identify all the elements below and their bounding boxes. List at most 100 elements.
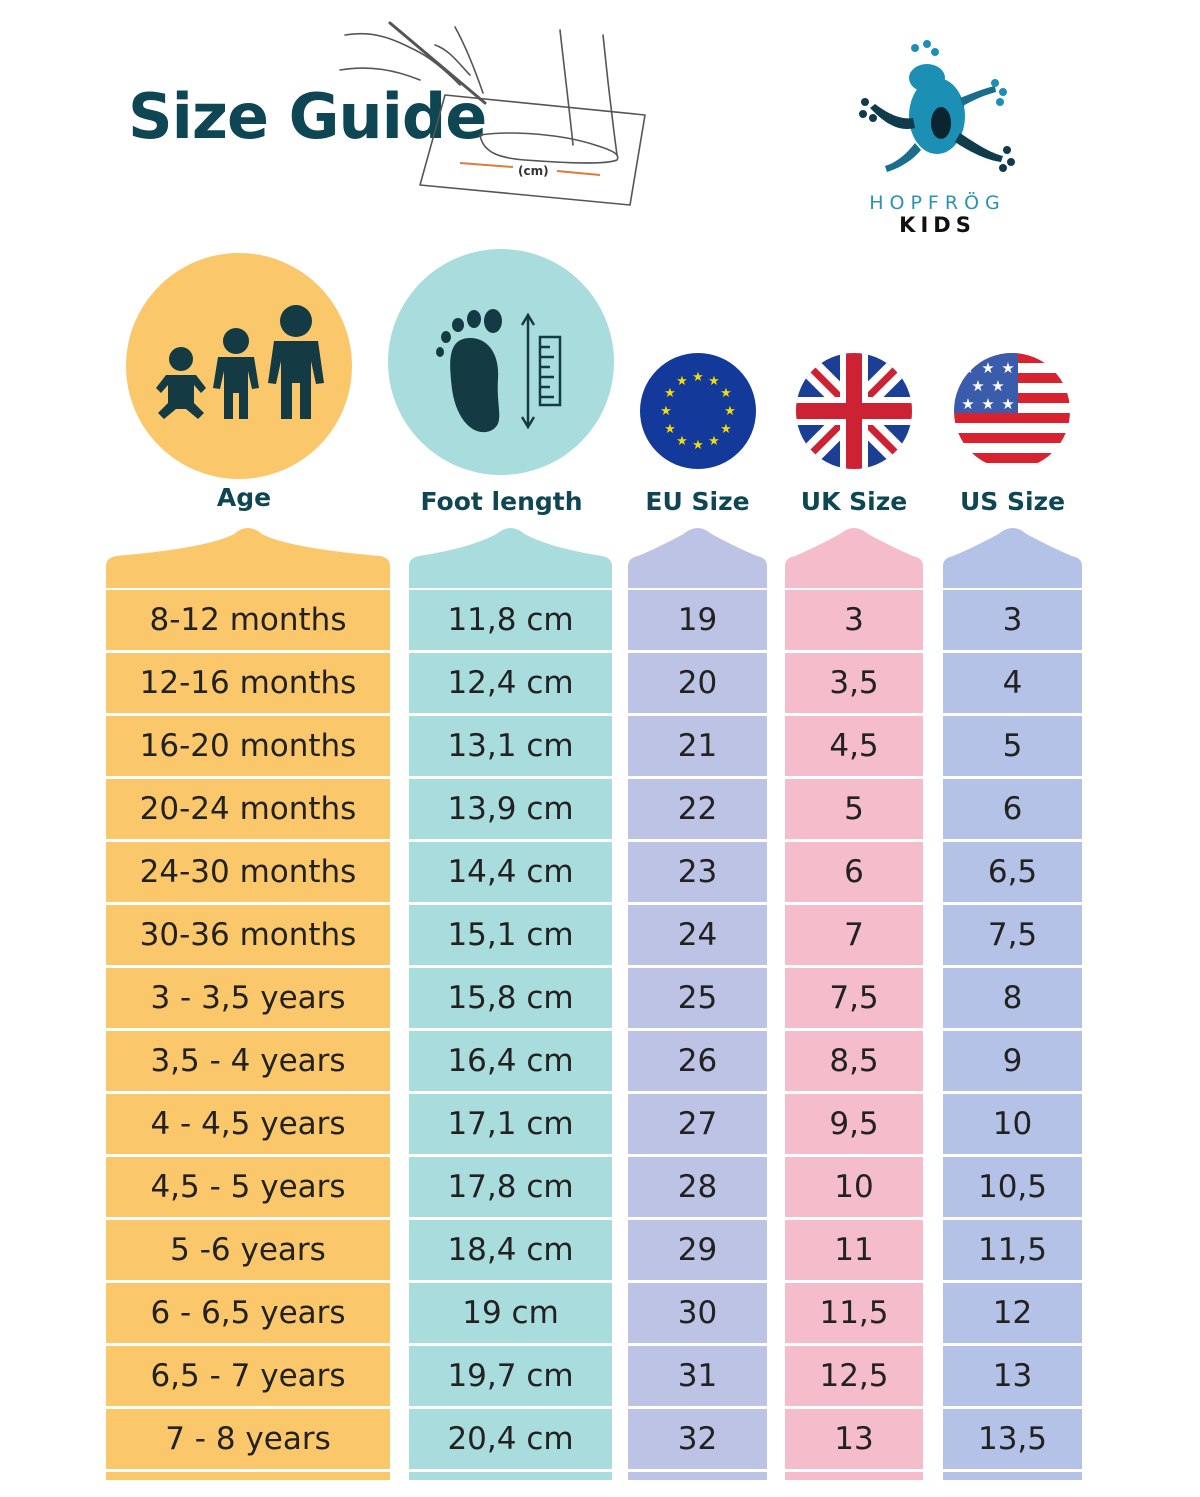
age-circle	[126, 253, 352, 479]
uk-column-end	[785, 1472, 923, 1480]
age-cell: 24-30 months	[106, 842, 390, 902]
uk-cell: 7,5	[785, 968, 923, 1028]
us-cell: 13	[943, 1346, 1082, 1406]
age-column-end	[106, 1472, 390, 1480]
age-cell: 6 - 6,5 years	[106, 1283, 390, 1343]
foot-cell: 16,4 cm	[409, 1031, 612, 1091]
uk-cell: 3	[785, 590, 923, 650]
svg-text:★: ★	[664, 422, 676, 437]
children-icon	[156, 305, 324, 419]
uk-cell: 6	[785, 842, 923, 902]
svg-text:★: ★	[660, 404, 672, 419]
age-cell: 7 - 8 years	[106, 1409, 390, 1469]
us-cell: 3	[943, 590, 1082, 650]
eu-cell: 24	[628, 905, 767, 965]
us-cell: 12	[943, 1283, 1082, 1343]
svg-text:★: ★	[708, 434, 720, 449]
uk-cell: 8,5	[785, 1031, 923, 1091]
sketch-label: (cm)	[518, 164, 549, 178]
uk-cell: 11,5	[785, 1283, 923, 1343]
foot-column-cap	[409, 528, 612, 588]
us-cell: 13,5	[943, 1409, 1082, 1469]
svg-text:★: ★	[692, 438, 704, 453]
uk-cell: 10	[785, 1157, 923, 1217]
age-cell: 4 - 4,5 years	[106, 1094, 390, 1154]
eu-cell: 22	[628, 779, 767, 839]
uk-cell: 7	[785, 905, 923, 965]
foot-cell: 18,4 cm	[409, 1220, 612, 1280]
eu-size-label: EU Size	[645, 487, 750, 516]
svg-text:★: ★	[981, 359, 994, 377]
us-cell: 7,5	[943, 905, 1082, 965]
svg-text:★: ★	[961, 359, 974, 377]
age-cell: 8-12 months	[106, 590, 390, 650]
uk-flag-circle	[796, 353, 912, 469]
eu-column-cap	[628, 528, 767, 588]
logo-name: HOPFRÖG	[869, 192, 1006, 214]
svg-text:★: ★	[676, 374, 688, 389]
foot-cell: 17,8 cm	[409, 1157, 612, 1217]
foot-column-end	[409, 1472, 612, 1480]
age-cell: 6,5 - 7 years	[106, 1346, 390, 1406]
us-flag-circle: ★ ★ ★ ★ ★ ★ ★ ★	[954, 353, 1070, 469]
svg-text:★: ★	[692, 370, 704, 385]
uk-cell: 13	[785, 1409, 923, 1469]
uk-cell: 5	[785, 779, 923, 839]
eu-cell: 28	[628, 1157, 767, 1217]
foot-cell: 15,8 cm	[409, 968, 612, 1028]
eu-cell: 21	[628, 716, 767, 776]
eu-cell: 19	[628, 590, 767, 650]
uk-cell: 11	[785, 1220, 923, 1280]
us-column-end	[943, 1472, 1082, 1480]
foot-cell: 15,1 cm	[409, 905, 612, 965]
footprint-ruler-icon	[436, 309, 562, 433]
age-label: Age	[216, 483, 272, 512]
eu-cell: 26	[628, 1031, 767, 1091]
age-cell: 16-20 months	[106, 716, 390, 776]
age-cell: 5 -6 years	[106, 1220, 390, 1280]
age-cell: 20-24 months	[106, 779, 390, 839]
eu-cell: 20	[628, 653, 767, 713]
foot-length-label: Foot length	[420, 487, 583, 516]
eu-cell: 31	[628, 1346, 767, 1406]
uk-flag-icon	[796, 353, 912, 469]
us-cell: 6,5	[943, 842, 1082, 902]
svg-text:★: ★	[971, 377, 984, 395]
age-column-cap	[106, 528, 390, 588]
age-cell: 4,5 - 5 years	[106, 1157, 390, 1217]
svg-text:★: ★	[991, 377, 1004, 395]
foot-cell: 12,4 cm	[409, 653, 612, 713]
us-cell: 6	[943, 779, 1082, 839]
svg-text:★: ★	[664, 386, 676, 401]
foot-cell: 17,1 cm	[409, 1094, 612, 1154]
svg-text:★: ★	[708, 374, 720, 389]
us-cell: 9	[943, 1031, 1082, 1091]
foot-cell: 13,9 cm	[409, 779, 612, 839]
foot-cell: 20,4 cm	[409, 1409, 612, 1469]
us-cell: 10,5	[943, 1157, 1082, 1217]
eu-cell: 27	[628, 1094, 767, 1154]
svg-text:★: ★	[676, 434, 688, 449]
eu-cell: 32	[628, 1409, 767, 1469]
age-cell: 30-36 months	[106, 905, 390, 965]
foot-cell: 11,8 cm	[409, 590, 612, 650]
age-cell: 3,5 - 4 years	[106, 1031, 390, 1091]
svg-text:★: ★	[720, 386, 732, 401]
svg-text:★: ★	[1001, 395, 1014, 413]
svg-text:★: ★	[724, 404, 736, 419]
foot-cell: 13,1 cm	[409, 716, 612, 776]
eu-column-end	[628, 1472, 767, 1480]
us-size-label: US Size	[959, 487, 1066, 516]
us-cell: 11,5	[943, 1220, 1082, 1280]
eu-cell: 30	[628, 1283, 767, 1343]
foot-measuring-sketch-icon: (cm)	[339, 21, 646, 206]
foot-length-circle	[388, 249, 614, 475]
us-column-cap	[943, 528, 1082, 588]
foot-cell: 19 cm	[409, 1283, 612, 1343]
uk-column-cap	[785, 528, 923, 588]
frog-icon	[859, 40, 1015, 172]
svg-text:★: ★	[961, 395, 974, 413]
svg-text:★: ★	[1001, 359, 1014, 377]
uk-cell: 4,5	[785, 716, 923, 776]
uk-cell: 12,5	[785, 1346, 923, 1406]
